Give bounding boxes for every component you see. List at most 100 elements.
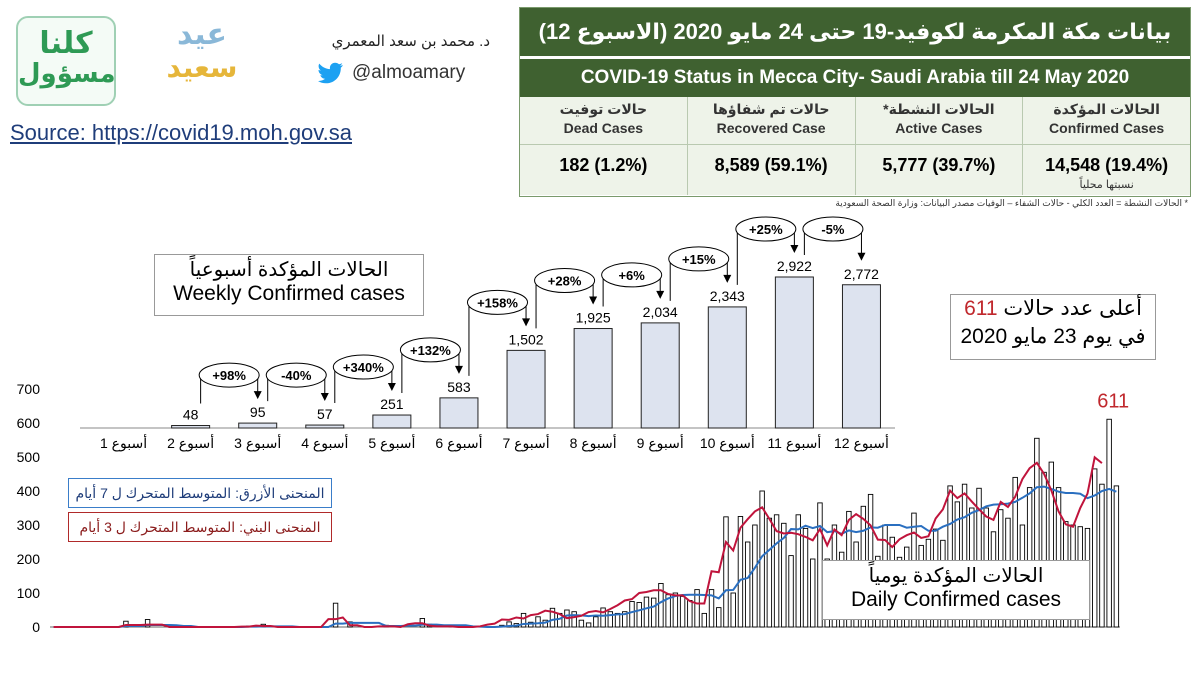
eid-logo-line-2: سعيد: [166, 52, 238, 83]
weekly-bar: [506, 349, 546, 429]
weekly-value-label: 251: [380, 396, 404, 412]
change-bubble: [534, 268, 596, 294]
legend-ma3: المنحنى البني: المتوسط المتحرك ل 3 أيام: [68, 512, 332, 542]
weekly-value-label: 2,772: [844, 266, 879, 282]
weekly-bar: [171, 425, 211, 429]
daily-bar: [600, 607, 606, 628]
daily-bar: [766, 517, 773, 628]
daily-bar: [752, 524, 758, 628]
change-bubble: [668, 246, 730, 272]
weekly-bar: [372, 414, 412, 429]
weekly-value-label: 2,034: [643, 304, 678, 320]
confirmed-value: 14,548 (19.4%): [1045, 155, 1169, 175]
daily-bar: [535, 616, 541, 628]
daily-bar: [578, 619, 585, 628]
daily-bar: [549, 607, 556, 628]
change-bubble: [601, 262, 663, 288]
change-label: +98%: [212, 368, 246, 383]
dead-ar: حالات توفيت: [559, 101, 648, 117]
change-bubble: [802, 216, 864, 242]
change-arrow: [253, 391, 262, 400]
change-bubble: [735, 216, 797, 242]
twitter-handle[interactable]: @almoamary: [318, 62, 465, 84]
week-category-label: أسبوع 9: [637, 434, 684, 452]
table-title-english: COVID-19 Status in Mecca City- Saudi Ara…: [520, 59, 1190, 97]
weekly-title-en: Weekly Confirmed cases: [173, 282, 405, 305]
recovered-en: Recovered Case: [716, 120, 826, 136]
weekly-bar: [238, 422, 278, 429]
change-label: +132%: [410, 343, 451, 358]
weekly-value-label: 48: [183, 407, 199, 423]
change-arrow: [522, 318, 531, 327]
daily-bar: [1099, 483, 1105, 628]
change-arrow: [790, 245, 799, 253]
weekly-bar: [573, 328, 613, 429]
daily-bar: [622, 611, 628, 628]
change-arrow: [589, 296, 598, 305]
daily-bar: [1012, 476, 1018, 628]
daily-bar: [679, 595, 686, 628]
week-category-label: أسبوع 2: [167, 434, 214, 452]
weekly-title-ar: الحالات المؤكدة أسبوعياً: [189, 259, 389, 281]
daily-bar: [643, 596, 650, 628]
daily-bar: [1092, 468, 1098, 628]
daily-bar: [629, 601, 635, 628]
daily-bar: [658, 583, 664, 628]
change-label: +15%: [682, 252, 716, 267]
daily-bar: [1048, 461, 1055, 628]
daily-bar: [723, 516, 729, 628]
daily-bar: [701, 612, 707, 628]
twitter-handle-text: @almoamary: [352, 62, 466, 83]
daily-bar: [694, 589, 700, 628]
peak-label: 611: [1097, 390, 1129, 412]
change-arrow: [723, 274, 732, 283]
daily-bar: [593, 616, 599, 628]
moving-average-3-line: [53, 455, 1103, 629]
daily-bar: [1106, 418, 1112, 628]
daily-title-en: Daily Confirmed cases: [850, 588, 1062, 611]
recovered-cases-cell: حالات تم شفاؤها Recovered Case 8,589 (59.…: [686, 97, 855, 195]
daily-bar: [650, 597, 657, 628]
change-label: +6%: [618, 268, 645, 283]
source-link[interactable]: Source: https://covid19.moh.gov.sa: [10, 120, 352, 145]
table-title-arabic: بيانات مكة المكرمة لكوفيد-19 حتى 24 مايو…: [520, 8, 1190, 56]
weekly-value-label: 95: [250, 404, 266, 420]
weekly-bar: [640, 322, 680, 429]
confirmed-ar: الحالات المؤكدة: [1053, 101, 1160, 117]
weekly-value-label: 1,925: [576, 310, 611, 326]
recovered-value: 8,589 (59.1%): [714, 155, 828, 175]
active-value: 5,777 (39.7%): [882, 155, 996, 175]
daily-title-box: الحالات المؤكدة يومياً Daily Confirmed c…: [822, 560, 1090, 620]
peak-text: أعلى عدد حالات: [1003, 297, 1142, 320]
eid-logo-line-1: عيد: [176, 18, 228, 51]
weekly-value-label: 1,502: [509, 331, 544, 347]
week-category-label: أسبوع 1: [100, 434, 147, 452]
author-name: د. محمد بن سعد المعمري: [331, 33, 490, 50]
change-label: +340%: [343, 360, 384, 375]
weekly-bar: [841, 284, 881, 429]
weekly-value-label: 2,343: [710, 288, 745, 304]
confirmed-cases-cell: الحالات المؤكدة Confirmed Cases 14,548 (1…: [1022, 97, 1190, 195]
change-bubble: [265, 362, 327, 388]
daily-bar: [961, 483, 968, 628]
daily-bar: [614, 612, 621, 628]
change-bubble: [332, 354, 394, 380]
week-category-label: أسبوع 7: [502, 434, 549, 452]
daily-bar: [636, 602, 642, 628]
daily-bar: [687, 600, 693, 628]
table-footnote: * الحالات النشطة = العدد الكلي - حالات ا…: [835, 198, 1188, 208]
active-ar: الحالات النشطة*: [883, 101, 995, 117]
peak-info-box: أعلى عدد حالات 611 في يوم 23 مايو 2020: [950, 294, 1156, 360]
change-label: +158%: [477, 295, 518, 310]
daily-bar: [744, 541, 751, 628]
change-arrow: [857, 252, 866, 261]
logo-line-1: كلنا: [39, 27, 93, 60]
weekly-bar: [305, 424, 345, 429]
change-arrow: [320, 393, 329, 402]
recovered-ar: حالات تم شفاؤها: [712, 101, 830, 117]
week-category-label: أسبوع 5: [368, 434, 415, 452]
week-category-label: أسبوع 12: [834, 434, 889, 452]
change-label: -5%: [821, 222, 845, 237]
daily-bar: [1113, 485, 1120, 628]
daily-bar: [520, 612, 527, 628]
